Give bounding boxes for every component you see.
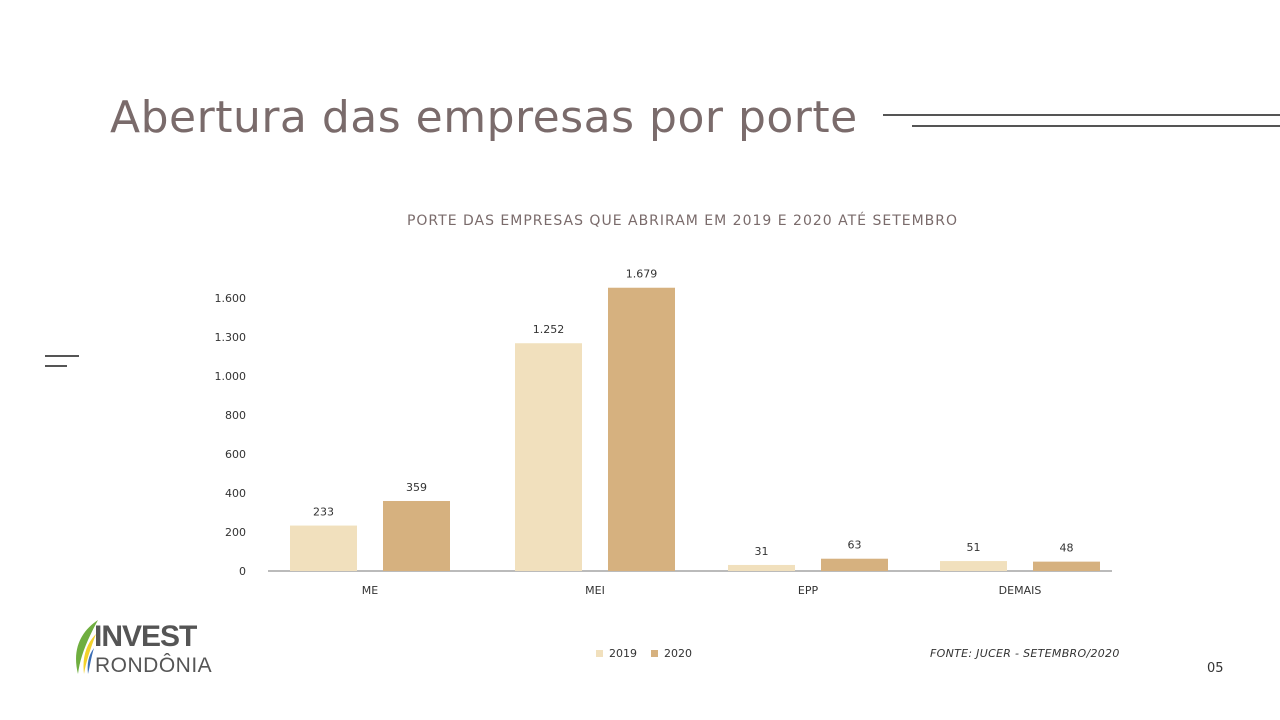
- decorative-line: [45, 355, 79, 357]
- legend-item-2020: 2020: [651, 647, 692, 660]
- x-tick-label: ME: [362, 584, 378, 597]
- y-tick-label: 0: [239, 565, 246, 578]
- chart-title: PORTE DAS EMPRESAS QUE ABRIRAM EM 2019 E…: [406, 213, 959, 229]
- x-tick-label: MEI: [585, 584, 605, 597]
- data-label: 48: [1060, 542, 1074, 555]
- y-tick-label: 600: [225, 448, 246, 461]
- y-tick-label: 400: [225, 487, 246, 500]
- data-label: 233: [313, 506, 334, 519]
- bar-2019-epp: [728, 564, 795, 571]
- y-tick-label: 800: [225, 409, 246, 422]
- data-label: 51: [967, 541, 981, 554]
- page-number: 05: [1207, 661, 1224, 676]
- legend: 2019 2020: [596, 647, 692, 660]
- page-title: Abertura das empresas por porte: [110, 92, 858, 143]
- y-tick-label: 1.600: [215, 292, 247, 305]
- bar-2020-demais: [1033, 561, 1100, 571]
- y-tick-label: 200: [225, 526, 246, 539]
- logo-text-invest: INVEST: [94, 620, 197, 653]
- legend-swatch: [596, 650, 603, 657]
- source-note: FONTE: JUCER - SETEMBRO/2020: [930, 647, 1120, 660]
- x-tick-label: EPP: [798, 584, 819, 597]
- bar-2019-mei: [515, 343, 582, 571]
- divider-line: [883, 114, 1280, 116]
- legend-swatch: [651, 650, 658, 657]
- data-label: 63: [848, 539, 862, 552]
- data-label: 359: [406, 481, 427, 494]
- bar-2019-demais: [940, 561, 1007, 571]
- legend-item-2019: 2019: [596, 647, 637, 660]
- y-tick-label: 1.000: [215, 370, 247, 383]
- bar-2020-epp: [821, 558, 888, 571]
- bar-2019-me: [290, 525, 357, 571]
- y-tick-label: 1.300: [215, 331, 247, 344]
- bar-2020-mei: [608, 287, 675, 571]
- bar-2020-me: [383, 500, 450, 571]
- data-label: 31: [755, 545, 769, 558]
- data-label: 1.252: [533, 323, 565, 336]
- data-label: 1.679: [626, 268, 658, 281]
- leaf-icon: [76, 620, 98, 674]
- logo-text-rondonia: RONDÔNIA: [95, 654, 213, 677]
- divider-line: [912, 125, 1280, 127]
- x-tick-label: DEMAIS: [999, 584, 1042, 597]
- decorative-line: [45, 365, 67, 367]
